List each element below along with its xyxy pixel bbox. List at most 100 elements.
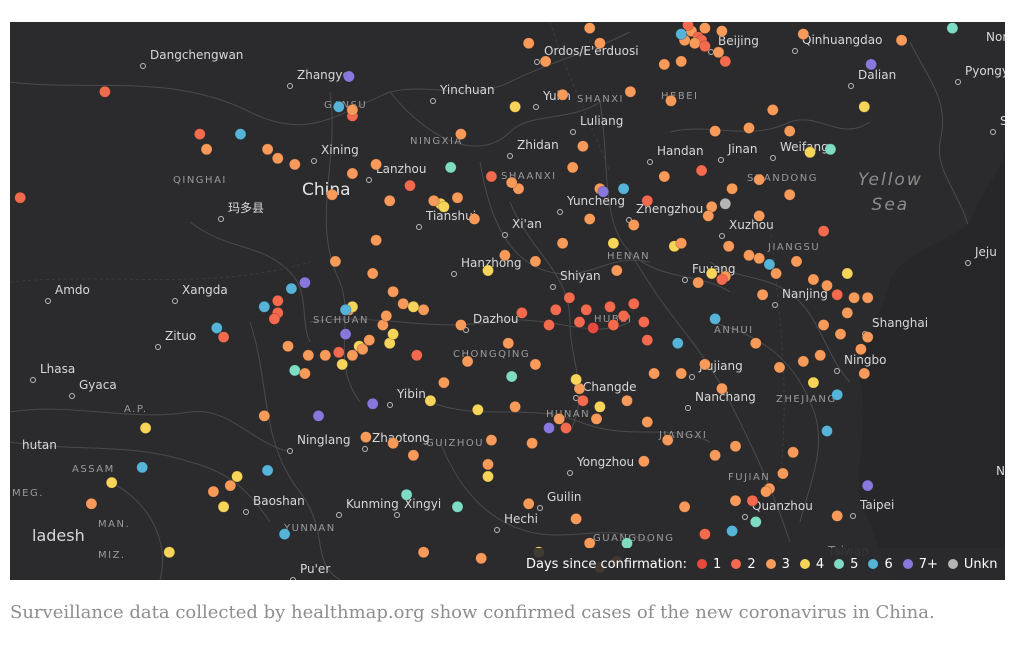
- case-point[interactable]: [383, 195, 396, 207]
- case-point[interactable]: [539, 55, 552, 68]
- case-point[interactable]: [658, 58, 671, 71]
- case-point[interactable]: [814, 349, 827, 362]
- case-point[interactable]: [699, 40, 711, 53]
- case-point[interactable]: [360, 431, 372, 443]
- case-point[interactable]: [509, 101, 521, 113]
- case-point[interactable]: [699, 22, 711, 34]
- case-point[interactable]: [583, 22, 596, 34]
- case-point[interactable]: [475, 552, 488, 565]
- case-point[interactable]: [336, 358, 349, 371]
- case-point[interactable]: [709, 313, 721, 325]
- case-point[interactable]: [817, 225, 830, 237]
- case-point[interactable]: [627, 219, 640, 231]
- case-point[interactable]: [407, 300, 420, 313]
- case-point[interactable]: [641, 195, 654, 207]
- case-point[interactable]: [366, 267, 379, 280]
- case-point[interactable]: [282, 340, 294, 353]
- case-point[interactable]: [624, 85, 637, 98]
- case-point[interactable]: [370, 234, 382, 246]
- case-point[interactable]: [841, 267, 854, 280]
- case-point[interactable]: [505, 176, 518, 189]
- case-point[interactable]: [522, 37, 535, 50]
- case-point[interactable]: [777, 467, 789, 480]
- case-point[interactable]: [770, 267, 782, 280]
- case-point[interactable]: [817, 319, 830, 331]
- case-point[interactable]: [217, 331, 230, 343]
- case-point[interactable]: [261, 464, 274, 477]
- case-point[interactable]: [387, 437, 399, 450]
- case-point[interactable]: [675, 28, 688, 40]
- case-point[interactable]: [763, 258, 776, 271]
- case-point[interactable]: [363, 334, 376, 346]
- case-point[interactable]: [638, 316, 650, 328]
- case-point[interactable]: [719, 55, 732, 68]
- case-point[interactable]: [387, 285, 399, 298]
- case-point[interactable]: [638, 455, 650, 468]
- case-point[interactable]: [299, 276, 311, 289]
- case-point[interactable]: [573, 316, 586, 328]
- case-point[interactable]: [482, 264, 494, 277]
- case-point[interactable]: [692, 276, 705, 289]
- case-point[interactable]: [702, 210, 715, 222]
- case-point[interactable]: [312, 410, 325, 422]
- case-point[interactable]: [163, 546, 176, 559]
- case-point[interactable]: [217, 500, 230, 513]
- case-point[interactable]: [549, 303, 562, 316]
- case-point[interactable]: [485, 170, 498, 183]
- case-point[interactable]: [346, 104, 359, 116]
- case-point[interactable]: [790, 255, 803, 268]
- case-point[interactable]: [865, 58, 877, 71]
- case-point[interactable]: [831, 388, 844, 401]
- case-point[interactable]: [841, 307, 854, 319]
- case-point[interactable]: [271, 294, 284, 307]
- case-point[interactable]: [604, 300, 616, 313]
- case-point[interactable]: [719, 198, 732, 210]
- case-point[interactable]: [665, 95, 677, 107]
- case-point[interactable]: [346, 167, 359, 180]
- case-point[interactable]: [543, 319, 555, 331]
- case-point[interactable]: [658, 170, 671, 183]
- case-point[interactable]: [332, 101, 345, 113]
- case-point[interactable]: [716, 382, 728, 395]
- case-point[interactable]: [563, 291, 576, 304]
- case-point[interactable]: [722, 240, 735, 252]
- case-point[interactable]: [346, 349, 359, 362]
- case-point[interactable]: [455, 128, 467, 140]
- case-point[interactable]: [556, 237, 569, 249]
- case-point[interactable]: [302, 349, 315, 362]
- case-point[interactable]: [343, 70, 355, 83]
- case-point[interactable]: [821, 425, 833, 437]
- case-point[interactable]: [594, 37, 606, 50]
- case-point[interactable]: [807, 376, 820, 389]
- case-point[interactable]: [583, 213, 596, 225]
- case-point[interactable]: [743, 122, 755, 134]
- case-point[interactable]: [366, 397, 379, 410]
- case-point[interactable]: [200, 143, 213, 156]
- case-point[interactable]: [370, 158, 382, 171]
- case-point[interactable]: [332, 346, 345, 359]
- case-point[interactable]: [258, 410, 271, 422]
- case-point[interactable]: [797, 28, 810, 40]
- case-point[interactable]: [671, 337, 684, 350]
- case-point[interactable]: [410, 349, 423, 362]
- case-point[interactable]: [407, 449, 420, 462]
- case-point[interactable]: [529, 358, 542, 371]
- case-point[interactable]: [451, 191, 464, 204]
- case-point[interactable]: [356, 343, 369, 356]
- case-point[interactable]: [397, 297, 410, 310]
- case-point[interactable]: [726, 525, 738, 537]
- case-point[interactable]: [570, 513, 582, 525]
- case-point[interactable]: [848, 291, 860, 304]
- case-point[interactable]: [543, 422, 555, 434]
- case-point[interactable]: [319, 349, 332, 362]
- case-point[interactable]: [444, 161, 457, 174]
- case-point[interactable]: [729, 440, 742, 453]
- case-point[interactable]: [661, 434, 674, 446]
- case-point[interactable]: [339, 328, 352, 340]
- case-point[interactable]: [438, 376, 450, 389]
- case-point[interactable]: [499, 249, 511, 262]
- case-point[interactable]: [855, 343, 867, 356]
- case-point[interactable]: [560, 422, 572, 434]
- case-point[interactable]: [726, 182, 738, 195]
- case-point[interactable]: [834, 328, 847, 340]
